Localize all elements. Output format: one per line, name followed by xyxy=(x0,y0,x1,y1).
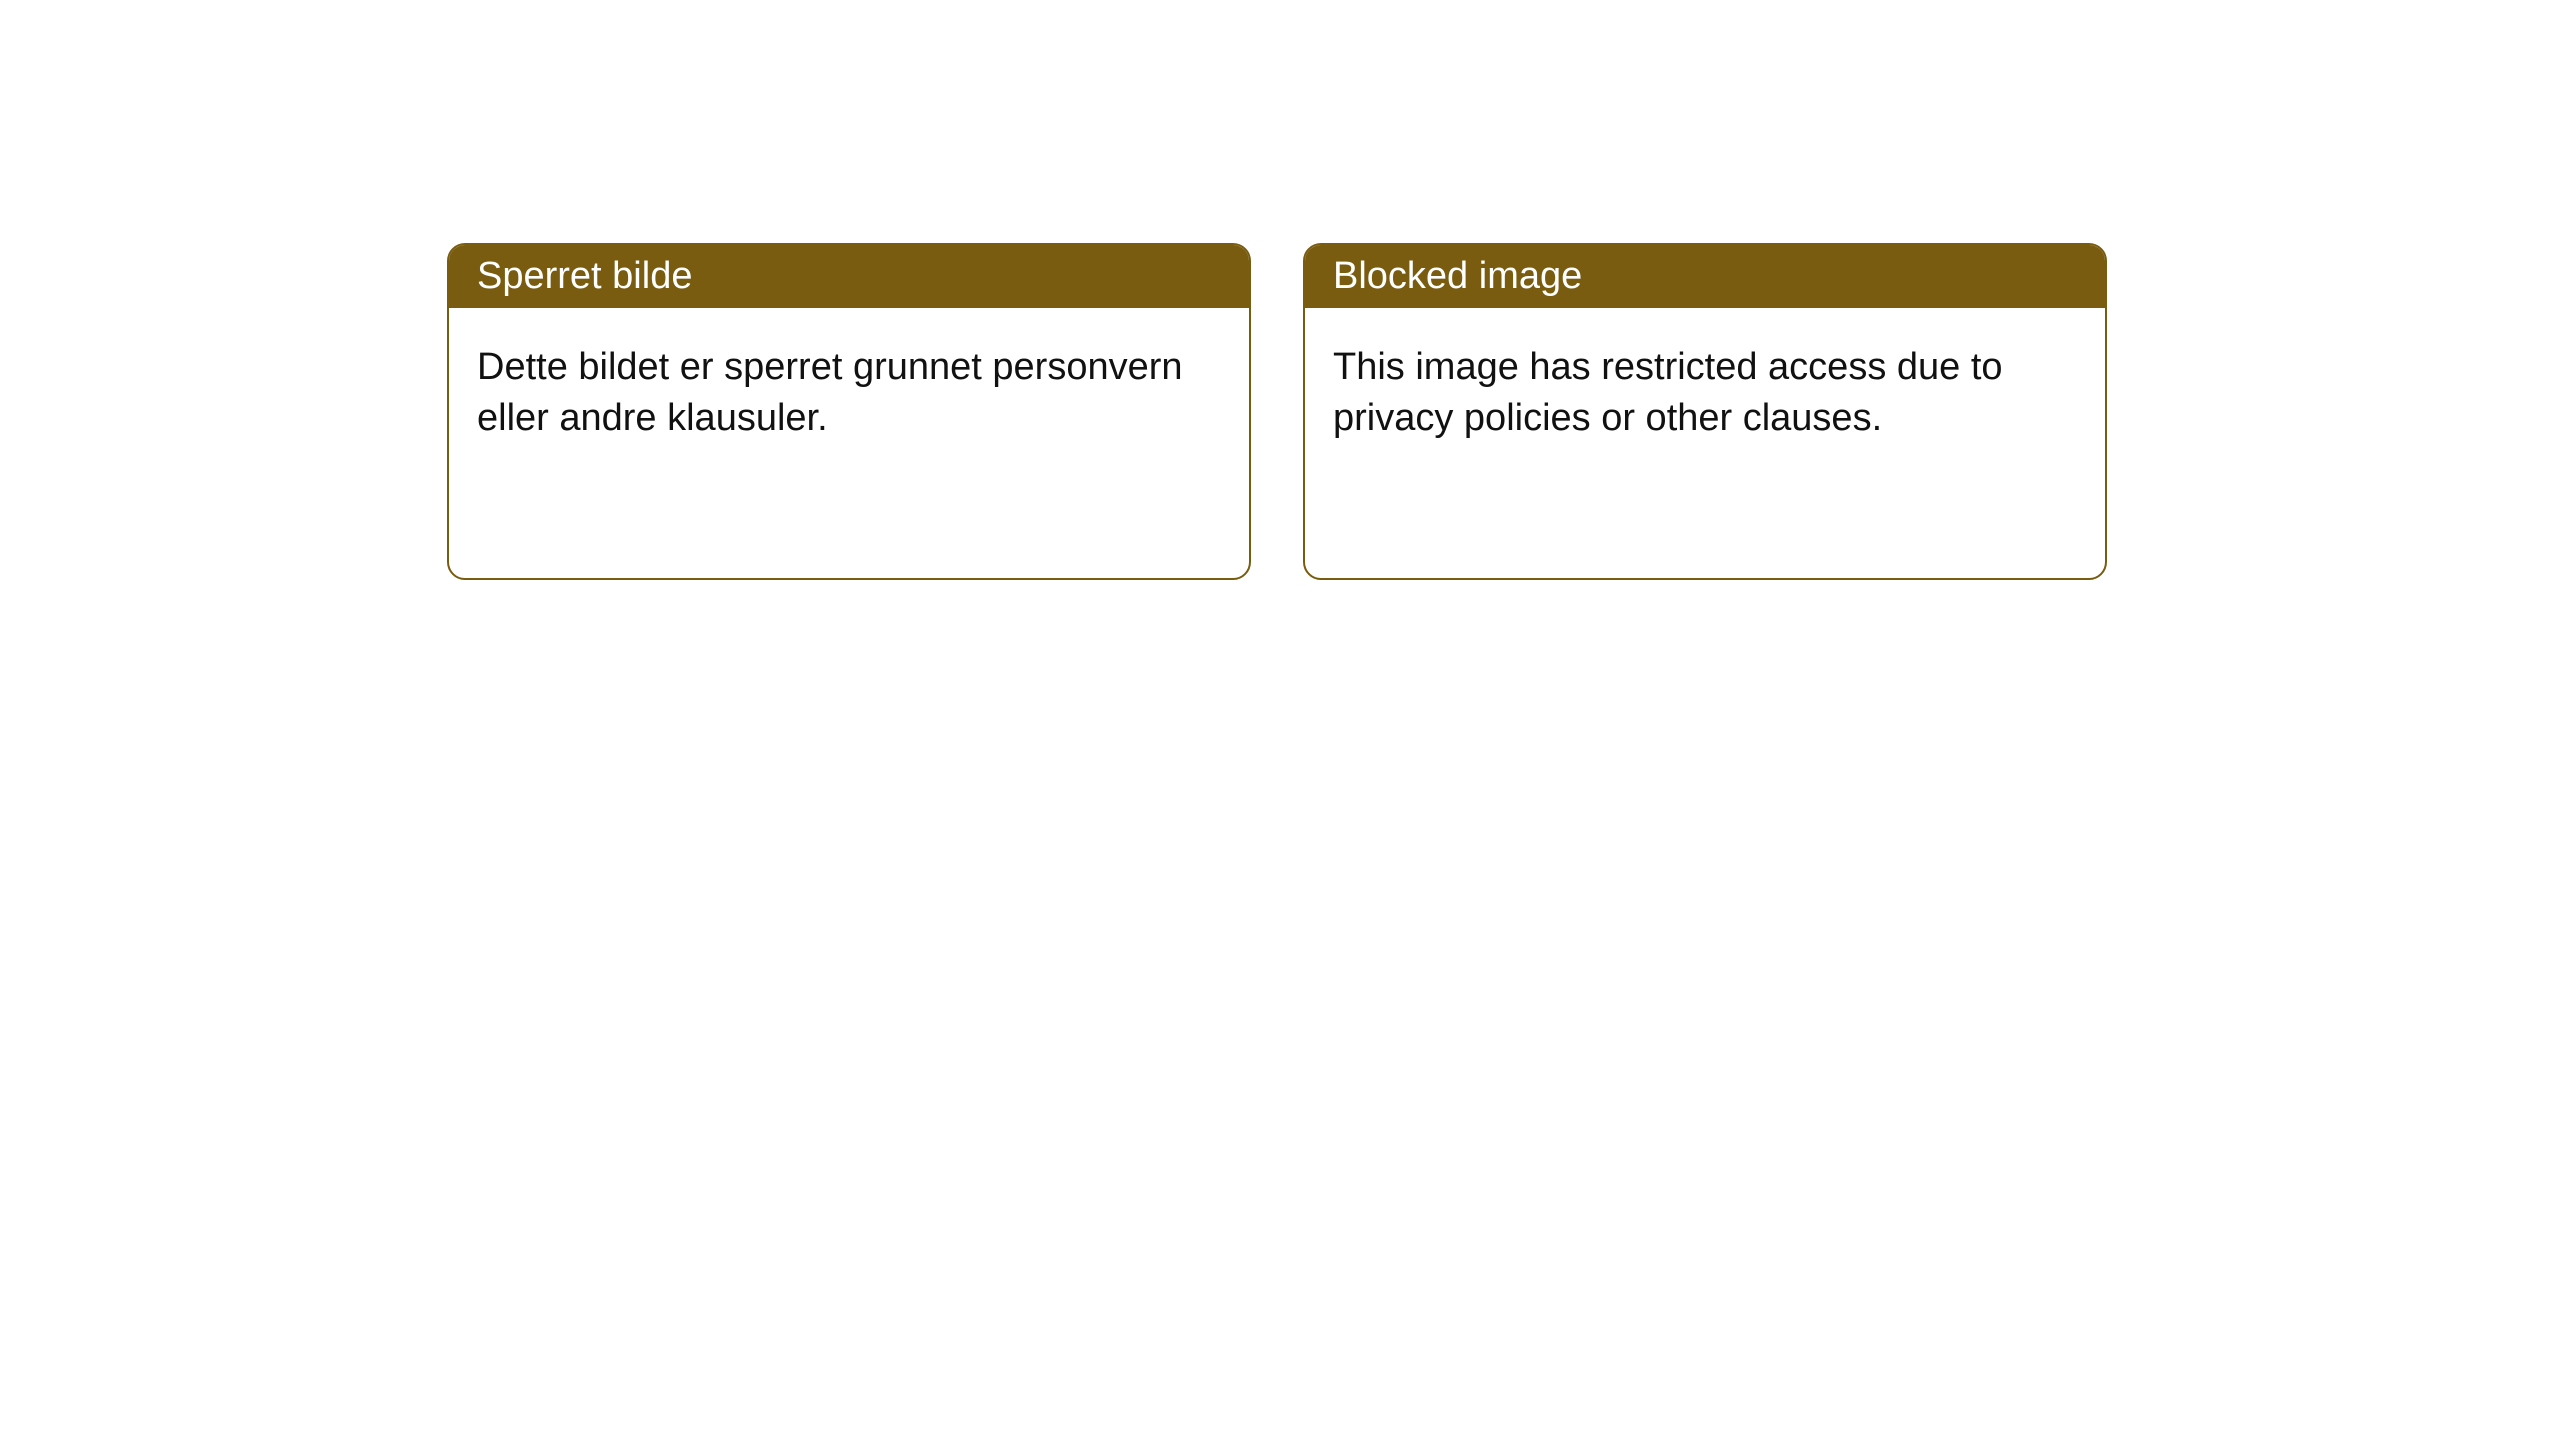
notice-card-en: Blocked image This image has restricted … xyxy=(1303,243,2107,580)
notice-title-en: Blocked image xyxy=(1305,245,2105,308)
notice-message-no: Dette bildet er sperret grunnet personve… xyxy=(449,308,1249,578)
notice-title-no: Sperret bilde xyxy=(449,245,1249,308)
notice-container: Sperret bilde Dette bildet er sperret gr… xyxy=(447,243,2107,580)
notice-card-no: Sperret bilde Dette bildet er sperret gr… xyxy=(447,243,1251,580)
notice-message-en: This image has restricted access due to … xyxy=(1305,308,2105,578)
